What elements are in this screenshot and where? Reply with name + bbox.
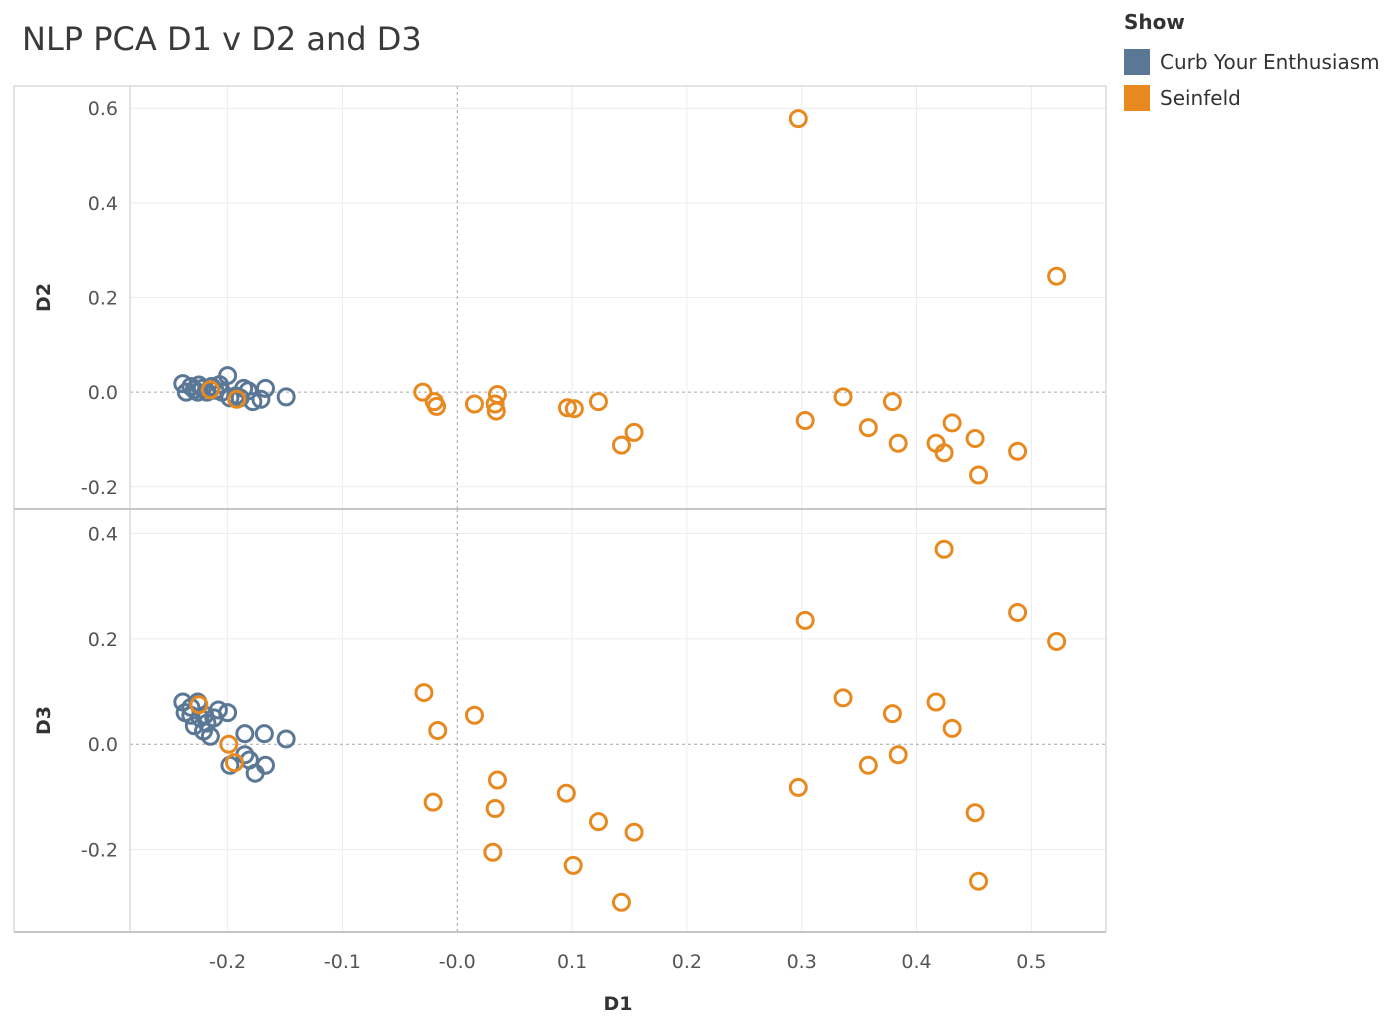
point-seinfeld [934,443,954,463]
point-seinfeld [588,392,608,412]
point-seinfeld [413,382,433,402]
point-seinfeld [795,610,815,630]
point-seinfeld [423,792,443,812]
point-curb [276,729,296,749]
point-curb [188,382,208,402]
point-seinfeld [795,411,815,431]
point-seinfeld [487,385,507,405]
point-seinfeld [858,755,878,775]
point-seinfeld [189,695,209,715]
point-seinfeld [557,398,577,418]
point-seinfeld [1047,631,1067,651]
point-seinfeld [1008,602,1028,622]
y-tick-label: 0.0 [88,734,118,756]
point-seinfeld [464,394,484,414]
point-curb [235,724,255,744]
point-seinfeld [219,734,239,754]
point-seinfeld [965,429,985,449]
point-seinfeld [483,842,503,862]
point-seinfeld [934,539,954,559]
legend-label-seinfeld: Seinfeld [1160,86,1241,110]
y-tick-label: 0.4 [88,193,118,215]
point-seinfeld [588,812,608,832]
point-seinfeld [556,783,576,803]
y-axis-label: D3 [33,706,55,735]
legend-swatch-curb [1124,49,1150,75]
point-curb [255,755,275,775]
point-seinfeld [414,683,434,703]
x-tick-label: -0.1 [324,951,361,973]
point-seinfeld [564,399,584,419]
x-tick-label: 0.4 [901,951,931,973]
point-curb [255,378,275,398]
x-tick-label: 0.1 [557,951,587,973]
point-curb [276,387,296,407]
point-seinfeld [427,396,447,416]
point-seinfeld [224,753,244,773]
y-tick-label: -0.2 [81,840,118,862]
point-seinfeld [926,692,946,712]
point-seinfeld [942,413,962,433]
point-seinfeld [485,798,505,818]
point-seinfeld [788,777,808,797]
point-seinfeld [888,433,908,453]
point-seinfeld [487,770,507,790]
point-curb [218,366,238,386]
y-tick-label: 0.6 [88,98,118,120]
chart-title: NLP PCA D1 v D2 and D3 [22,20,422,58]
point-seinfeld [882,704,902,724]
point-curb [251,389,271,409]
y-tick-label: 0.0 [88,382,118,404]
point-curb [192,378,212,398]
point-curb [200,726,220,746]
y-tick-label: -0.2 [81,477,118,499]
point-seinfeld [882,392,902,412]
legend: Show Curb Your Enthusiasm Seinfeld [1124,10,1394,116]
point-seinfeld [1047,266,1067,286]
point-seinfeld [611,435,631,455]
y-tick-label: 0.2 [88,288,118,310]
point-seinfeld [611,892,631,912]
point-seinfeld [942,718,962,738]
x-tick-label: 0.2 [672,951,702,973]
point-seinfeld [624,822,644,842]
point-seinfeld [969,871,989,891]
legend-label-curb: Curb Your Enthusiasm [1160,50,1380,74]
point-seinfeld [1008,441,1028,461]
y-axis-label: D2 [33,283,55,312]
point-seinfeld [485,394,505,414]
point-seinfeld [563,855,583,875]
legend-swatch-seinfeld [1124,85,1150,111]
point-curb [218,703,238,723]
point-seinfeld [464,705,484,725]
legend-title: Show [1124,10,1185,34]
legend-item-curb-your-enthusiasm[interactable]: Curb Your Enthusiasm [1124,44,1394,80]
point-seinfeld [858,418,878,438]
point-curb [254,724,274,744]
point-seinfeld [428,721,448,741]
point-seinfeld [965,803,985,823]
point-seinfeld [624,422,644,442]
point-seinfeld [227,389,247,409]
point-curb [195,705,215,725]
point-seinfeld [200,380,220,400]
x-axis-label: D1 [604,993,633,1015]
legend-item-seinfeld[interactable]: Seinfeld [1124,80,1394,116]
y-tick-label: 0.2 [88,629,118,651]
point-seinfeld [833,387,853,407]
point-curb [212,382,232,402]
point-seinfeld [833,688,853,708]
x-tick-label: -0.2 [209,951,246,973]
y-tick-label: 0.4 [88,523,118,545]
point-seinfeld [969,465,989,485]
x-tick-label: 0.5 [1016,951,1046,973]
point-seinfeld [788,109,808,129]
x-tick-label: 0.3 [787,951,817,973]
x-tick-label: -0.0 [439,951,476,973]
point-seinfeld [888,745,908,765]
